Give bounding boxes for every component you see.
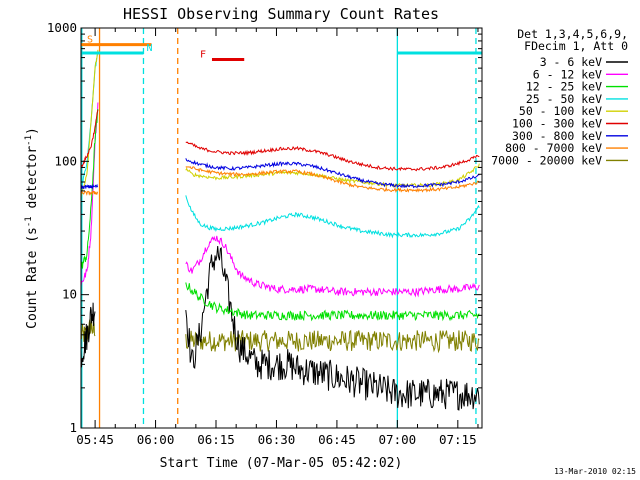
series-800to7000kev — [80, 166, 480, 196]
legend-label: 25 - 50 keV — [526, 92, 602, 106]
legend-label: 100 - 300 keV — [512, 117, 602, 131]
x-tick-label: 06:15 — [197, 432, 235, 447]
plot-frame — [80, 27, 483, 429]
series-line-pre-gap — [80, 190, 98, 196]
legend-label: 7000 - 20000 keV — [491, 153, 602, 167]
series-line-post-gap — [185, 141, 480, 172]
series-line-post-gap — [185, 245, 480, 411]
series-line-post-gap — [185, 235, 480, 298]
flags-layer: S N F — [81, 35, 482, 62]
legend-label: 800 - 7000 keV — [505, 141, 602, 155]
series-12to25kev — [80, 109, 480, 322]
series-line-post-gap — [185, 158, 480, 189]
series-line-post-gap — [185, 329, 480, 354]
series-50to100kev — [80, 49, 480, 198]
series-6to12kev — [80, 102, 480, 298]
legend-label: 300 - 800 keV — [512, 129, 602, 143]
y-tick-label: 10 — [62, 287, 77, 302]
y-axis: 1 10 100 1000 — [47, 20, 482, 435]
series-line-post-gap — [185, 195, 480, 239]
series-layer — [80, 49, 480, 411]
legend-label: 50 - 100 keV — [519, 104, 602, 118]
x-axis: 05:45 06:00 06:15 06:30 06:45 07:00 07:15 — [76, 28, 479, 447]
series-25to50kev — [80, 52, 480, 239]
series-line-post-gap — [185, 282, 480, 322]
x-tick-label: 07:15 — [439, 432, 477, 447]
legend-header-line-2: FDecim 1, Att 0 — [524, 39, 628, 53]
x-tick-label: 06:45 — [318, 432, 356, 447]
series-line-pre-gap — [80, 109, 99, 270]
legend-label: 12 - 25 keV — [526, 80, 602, 94]
series-line-post-gap — [185, 166, 480, 193]
x-tick-label: 05:45 — [76, 432, 114, 447]
flag-label-f: F — [200, 50, 206, 61]
flag-label-s: S — [87, 35, 93, 46]
x-axis-label: Start Time (07-Mar-05 05:42:02) — [160, 456, 403, 471]
x-tick-label: 06:00 — [137, 432, 175, 447]
series-100to300kev — [80, 110, 480, 172]
x-tick-label: 07:00 — [379, 432, 417, 447]
series-300to800kev — [80, 158, 480, 190]
legend-label: 3 - 6 keV — [540, 55, 602, 69]
footer-timestamp: 13-Mar-2010 02:15 — [554, 467, 636, 476]
legend-label: 6 - 12 keV — [533, 67, 602, 81]
y-tick-label: 100 — [54, 153, 77, 168]
series-line-pre-gap — [80, 183, 98, 190]
series-3to6kev — [80, 245, 480, 411]
legend-header-line-1: Det 1,3,4,5,6,9, — [517, 27, 628, 41]
series-line-post-gap — [185, 163, 480, 189]
series-7000to20000kev — [80, 317, 480, 354]
chart-title: HESSI Observing Summary Count Rates — [123, 5, 439, 23]
series-line-pre-gap — [80, 302, 96, 368]
y-axis-label: Count Rate (s-1 detector-1) — [24, 127, 40, 329]
flag-label-n: N — [146, 43, 152, 54]
legend: Det 1,3,4,5,6,9, FDecim 1, Att 0 3 - 6 k… — [491, 27, 628, 167]
y-tick-label: 1 — [69, 420, 77, 435]
x-tick-label: 06:30 — [258, 432, 296, 447]
y-tick-label: 1000 — [47, 20, 77, 35]
